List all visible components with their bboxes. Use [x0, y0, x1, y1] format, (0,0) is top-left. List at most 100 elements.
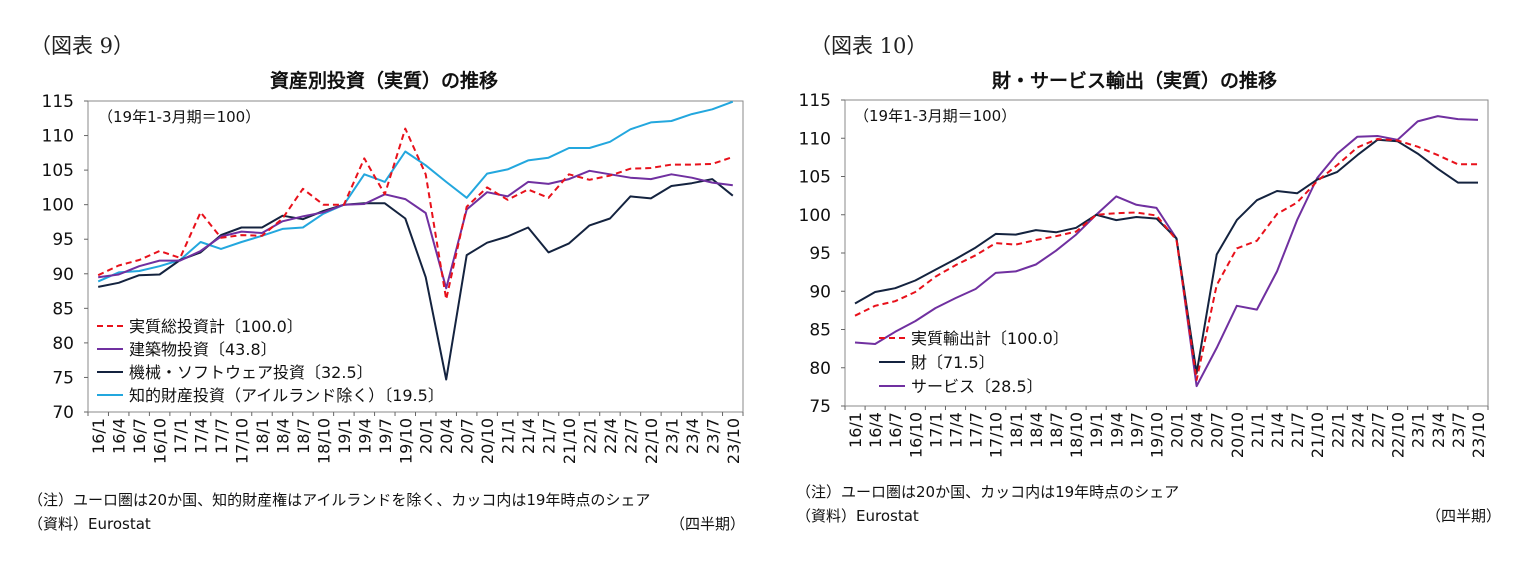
x-tick-label: 23/4	[1429, 412, 1448, 448]
x-tick-label: 17/4	[192, 418, 211, 454]
x-tick-label: 18/7	[1047, 412, 1066, 448]
figure-label: （図表 10）	[810, 34, 928, 58]
x-tick-label: 23/1	[1409, 412, 1428, 448]
x-tick-label: 18/4	[273, 418, 292, 454]
x-tick-label: 23/7	[703, 418, 722, 454]
series-line-0	[97, 127, 734, 301]
x-tick-label: 20/4	[1188, 412, 1207, 448]
y-tick-label: 110	[42, 127, 74, 147]
x-tick-label: 20/10	[478, 418, 497, 464]
x-tick-label: 22/7	[621, 418, 640, 454]
legend-label: 知的財産投資（アイルランド除く）〔19.5〕	[129, 386, 444, 405]
y-tick-label: 105	[42, 161, 74, 181]
footnote: （注）ユーロ圏は20か国、知的財産権はアイルランドを除く、カッコ内は19年時点の…	[28, 491, 651, 509]
x-tick-label: 21/7	[540, 418, 559, 454]
x-tick-label: 19/10	[396, 418, 415, 464]
x-tick-label: 20/1	[1168, 412, 1187, 448]
period-label: （四半期）	[670, 515, 746, 533]
x-tick-label: 19/1	[335, 418, 354, 454]
x-tick-label: 21/1	[499, 418, 518, 454]
line-chart-investment: 70 75 80 85 90 95 100 105 110 115 16/1 16/4 16/7 16/1…	[42, 92, 744, 464]
legend-label: 機械・ソフトウェア投資〔32.5〕	[129, 363, 373, 382]
x-tick-label: 23/10	[1469, 412, 1488, 458]
x-tick-label: 21/10	[1308, 412, 1327, 458]
y-tick-label: 110	[799, 129, 831, 149]
x-tick-label: 18/10	[314, 418, 333, 464]
x-tick-label: 19/4	[1107, 412, 1126, 448]
y-tick-label: 115	[799, 91, 831, 111]
y-tick-label: 95	[809, 244, 831, 264]
x-tick-label: 17/1	[171, 418, 190, 454]
x-tick-label: 16/10	[151, 418, 170, 464]
x-tick-label: 18/1	[1007, 412, 1026, 448]
y-tick-label: 75	[52, 368, 74, 388]
x-tick-label: 17/7	[967, 412, 986, 448]
x-tick-label: 17/1	[926, 412, 945, 448]
x-tick-label: 23/1	[662, 418, 681, 454]
source-note: （資料）Eurostat	[796, 507, 919, 525]
x-tick-label: 18/4	[1027, 412, 1046, 448]
y-tick-label: 70	[52, 403, 74, 423]
period-label: （四半期）	[1426, 507, 1502, 525]
x-tick-label: 20/1	[417, 418, 436, 454]
series-line-3	[97, 100, 734, 283]
x-tick-label: 19/10	[1147, 412, 1166, 458]
footnote: （注）ユーロ圏は20か国、カッコ内は19年時点のシェア	[796, 483, 1180, 501]
y-tick-label: 80	[52, 334, 74, 354]
x-tick-label: 19/1	[1087, 412, 1106, 448]
legend-label: 財〔71.5〕	[911, 353, 995, 372]
x-tick-label: 20/4	[437, 418, 456, 454]
chart-panel-exports: （図表 10） 財・サービス輸出（実質）の推移 75 80 85 90 95 100 105…	[764, 0, 1528, 566]
y-tick-label: 100	[799, 206, 831, 226]
x-tick-label: 22/1	[580, 418, 599, 454]
x-tick-label: 20/7	[1208, 412, 1227, 448]
x-tick-label: 22/4	[1348, 412, 1367, 448]
x-tick-label: 23/7	[1449, 412, 1468, 448]
legend-label: 実質輸出計〔100.0〕	[911, 329, 1069, 348]
x-tick-label: 18/7	[294, 418, 313, 454]
series-line-1	[98, 169, 733, 290]
x-tick-label: 18/10	[1067, 412, 1086, 458]
x-tick-label: 16/1	[846, 412, 865, 448]
y-tick-label: 115	[42, 92, 74, 112]
y-tick-label: 90	[52, 265, 74, 285]
x-tick-label: 18/1	[253, 418, 272, 454]
x-tick-label: 16/4	[866, 412, 885, 448]
x-tick-label: 16/4	[110, 418, 129, 454]
x-tick-label: 21/1	[1248, 412, 1267, 448]
legend-label: サービス〔28.5〕	[911, 377, 1043, 396]
x-tick-label: 17/10	[233, 418, 252, 464]
x-tick-label: 23/10	[724, 418, 743, 464]
x-tick-label: 21/4	[1268, 412, 1287, 448]
series-line-2	[854, 115, 1479, 388]
x-tick-label: 22/10	[1389, 412, 1408, 458]
chart-title: 財・サービス輸出（実質）の推移	[992, 70, 1278, 92]
x-tick-label: 21/4	[519, 418, 538, 454]
base-index-note: （19年1-3月期＝100）	[98, 108, 260, 126]
y-tick-label: 75	[809, 397, 831, 417]
x-tick-label: 17/10	[987, 412, 1006, 458]
y-tick-label: 85	[809, 321, 831, 341]
series-line-0	[854, 138, 1478, 381]
x-tick-label: 16/10	[906, 412, 925, 458]
x-tick-label: 22/1	[1328, 412, 1347, 448]
x-tick-label: 19/7	[376, 418, 395, 454]
legend-label: 建築物投資〔43.8〕	[129, 340, 277, 359]
x-tick-label: 16/7	[130, 418, 149, 454]
y-tick-label: 105	[799, 168, 831, 188]
x-tick-label: 17/4	[947, 412, 966, 448]
x-tick-label: 20/10	[1228, 412, 1247, 458]
legend-label: 実質総投資計〔100.0〕	[129, 317, 303, 336]
chart-panel-investment: （図表 9） 資産別投資（実質）の推移 70 75 80 85 90 95 100 105 11…	[28, 34, 746, 533]
y-tick-label: 95	[52, 230, 74, 250]
x-tick-label: 20/7	[458, 418, 477, 454]
chart-title: 資産別投資（実質）の推移	[270, 70, 499, 92]
y-tick-label: 80	[809, 359, 831, 379]
y-tick-label: 85	[52, 299, 74, 319]
x-tick-label: 19/7	[1127, 412, 1146, 448]
source-note: （資料）Eurostat	[28, 515, 151, 533]
x-tick-label: 22/7	[1368, 412, 1387, 448]
figure-label: （図表 9）	[30, 34, 135, 58]
x-tick-label: 21/10	[560, 418, 579, 464]
